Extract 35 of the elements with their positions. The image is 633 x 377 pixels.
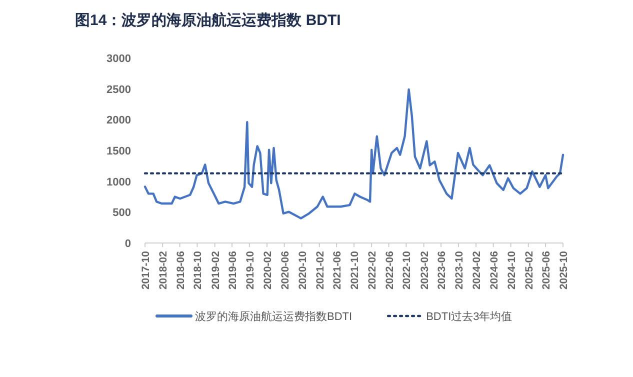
x-tick-label: 2019-10 <box>244 250 256 290</box>
x-tick-label: 2019-06 <box>226 250 239 290</box>
x-tick-label: 2023-02 <box>418 250 431 290</box>
y-tick-label: 3000 <box>106 53 131 65</box>
x-tick-label: 2018-06 <box>174 250 187 290</box>
x-tick-label: 2024-10 <box>506 250 518 290</box>
y-tick-label: 1500 <box>106 146 131 158</box>
x-tick-label: 2018-02 <box>158 250 170 290</box>
y-tick-label: 0 <box>124 238 131 250</box>
x-tick-label: 2022-02 <box>366 250 379 290</box>
x-tick-label: 2024-06 <box>488 250 500 290</box>
x-tick-label: 2020-10 <box>296 250 309 290</box>
x-tick-label: 2018-10 <box>192 250 204 290</box>
x-tick-label: 2023-10 <box>453 250 466 290</box>
x-tick-label: 2021-02 <box>314 250 326 290</box>
x-tick-label: 2017-10 <box>140 250 152 290</box>
chart-title: 图14：波罗的海原油航运运费指数 BDTI <box>75 11 341 29</box>
x-tick-label: 2025-06 <box>540 250 553 290</box>
x-tick-label: 2020-06 <box>279 250 292 290</box>
y-tick-label: 2500 <box>106 84 131 96</box>
y-tick-label: 1000 <box>106 176 131 188</box>
x-tick-label: 2023-06 <box>436 250 448 290</box>
x-tick-label: 2022-10 <box>401 250 414 290</box>
x-tick-label: 2019-02 <box>210 250 222 290</box>
x-tick-label: 2025-02 <box>523 250 536 290</box>
x-tick-label: 2020-02 <box>262 250 274 290</box>
x-tick-label: 2025-10 <box>558 250 570 290</box>
y-tick-label: 2000 <box>106 114 131 127</box>
x-tick-label: 2021-10 <box>349 250 361 290</box>
legend-label: 波罗的海原油航运运费指数BDTI <box>195 310 352 323</box>
x-tick-label: 2024-02 <box>471 250 484 290</box>
x-tick-label: 2021-06 <box>332 250 344 290</box>
y-tick-label: 500 <box>112 207 131 220</box>
legend-label: BDTI过去3年均值 <box>426 310 512 323</box>
x-tick-label: 2022-06 <box>384 250 396 290</box>
